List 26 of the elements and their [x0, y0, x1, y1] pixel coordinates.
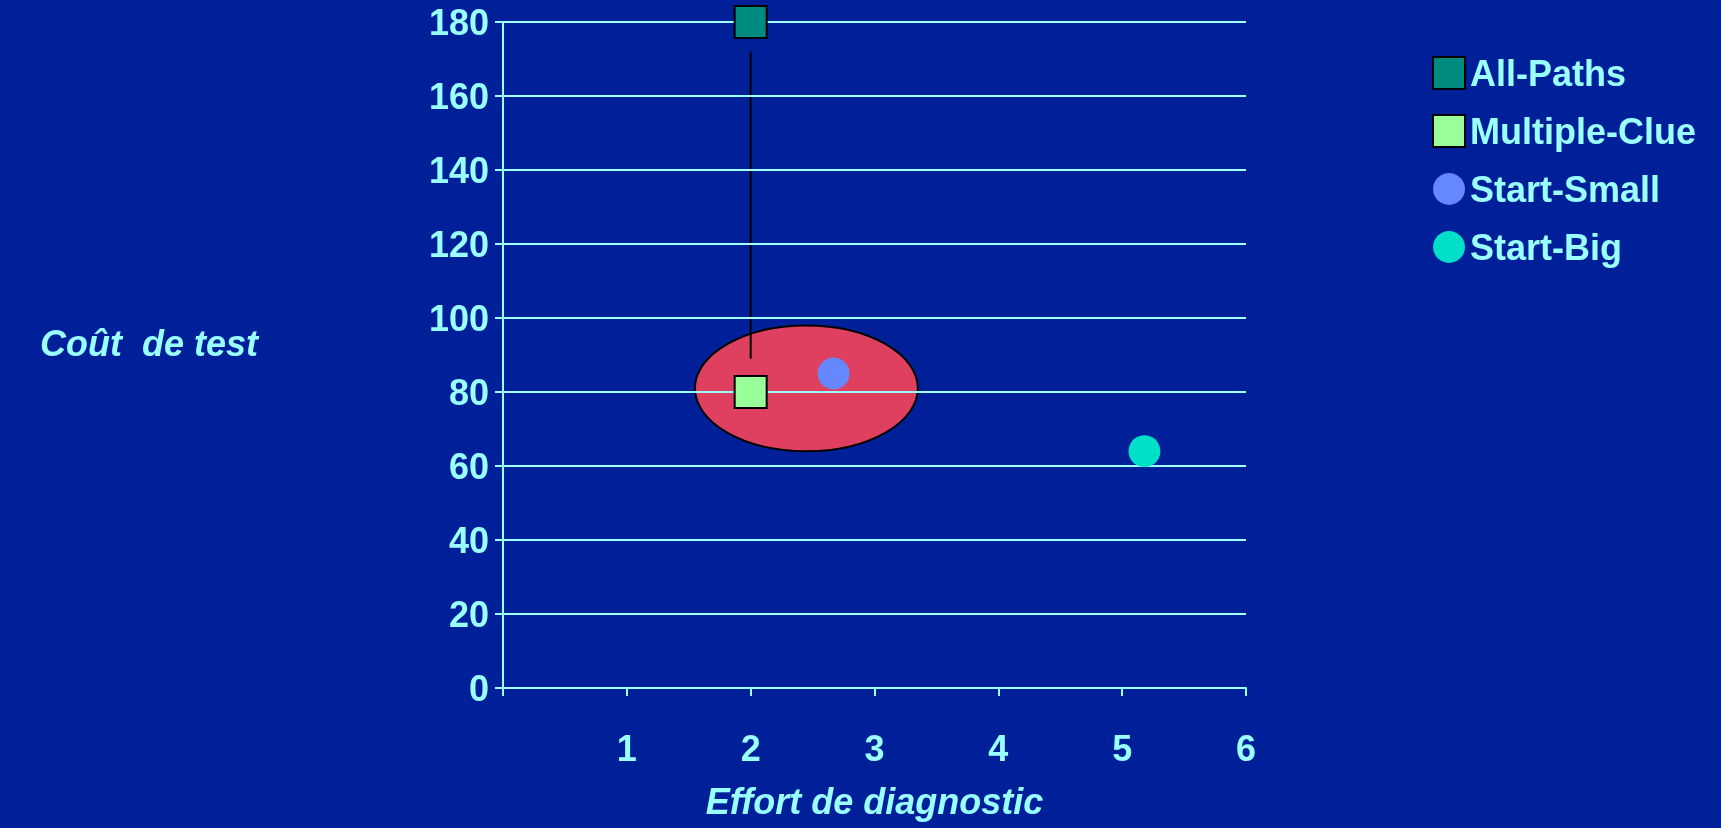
- x-tick-label: 6: [1235, 727, 1257, 769]
- x-tick-label: 1: [616, 727, 637, 769]
- point: [1128, 435, 1161, 468]
- x-axis-title: Effort de diagnostic: [705, 780, 1044, 822]
- y-tick-label: 60: [448, 445, 489, 487]
- y-tick-label: 160: [428, 75, 489, 117]
- y-axis-title: Coût de test: [40, 322, 261, 364]
- y-tick-label: 80: [448, 371, 489, 413]
- y-tick-label: 40: [448, 519, 489, 561]
- y-tick-label: 0: [468, 667, 489, 709]
- point: [733, 5, 768, 39]
- y-tick-label: 140: [428, 149, 489, 191]
- legend-label: Start-Small: [1470, 168, 1661, 210]
- x-tick-label: 2: [740, 727, 761, 769]
- legend-label: Start-Big: [1470, 226, 1623, 268]
- point: [817, 357, 850, 390]
- y-tick-label: 100: [428, 297, 489, 339]
- x-tick-label: 4: [988, 727, 1009, 769]
- point: [733, 375, 768, 409]
- y-tick-label: 20: [448, 593, 489, 635]
- x-tick-label: 3: [864, 727, 885, 769]
- legend-label: All-Paths: [1470, 52, 1627, 94]
- y-tick-label: 180: [428, 1, 489, 43]
- x-tick-label: 5: [1112, 727, 1133, 769]
- y-tick-label: 120: [428, 223, 489, 265]
- legend-label: Multiple-Clue: [1470, 110, 1696, 152]
